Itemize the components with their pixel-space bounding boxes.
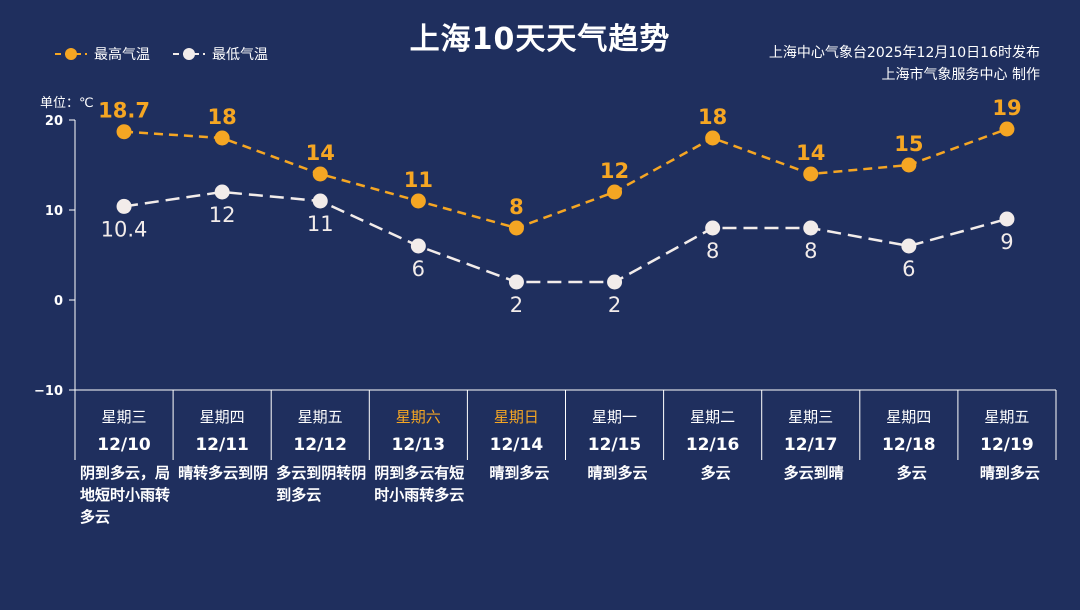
high-temp-label: 8: [509, 195, 524, 219]
legend: 最高气温 最低气温: [54, 44, 268, 64]
high-temp-point: [999, 121, 1015, 137]
weekday-label: 星期六: [395, 408, 441, 426]
low-temp-label: 2: [608, 293, 621, 317]
low-temp-label: 2: [510, 293, 523, 317]
date-label: 12/19: [980, 435, 1034, 455]
weekday-label: 星期一: [591, 408, 637, 426]
weather-condition: 多云到阴转阴到多云: [276, 464, 367, 504]
high-temp-point: [116, 124, 132, 140]
high-temp-label: 18: [698, 105, 727, 129]
weather-condition: 多云: [896, 464, 927, 482]
low-temp-label: 8: [804, 239, 817, 263]
legend-low-marker: [173, 48, 205, 60]
unit-label: 单位：℃: [40, 96, 94, 111]
low-temp-point: [410, 238, 426, 254]
legend-item-high: 最高气温: [54, 44, 150, 64]
low-temp-label: 10.4: [101, 217, 148, 241]
high-temp-point: [508, 220, 524, 236]
source-line-2: 上海市气象服务中心 制作: [881, 67, 1040, 83]
weather-condition: 多云到晴: [783, 464, 844, 482]
source-line-1: 上海中心气象台2025年12月10日16时发布: [768, 45, 1040, 61]
chart-title: 上海10天天气趋势: [409, 22, 671, 57]
high-temp-point: [607, 184, 623, 200]
weather-condition: 多云: [700, 464, 731, 482]
legend-item-low: 最低气温: [172, 44, 268, 64]
legend-high-marker: [55, 48, 87, 60]
legend-high-label: 最高气温: [94, 47, 150, 63]
high-temp-point: [803, 166, 819, 182]
low-temp-point: [705, 220, 721, 236]
low-temp-point: [803, 220, 819, 236]
weather-condition: 晴到多云: [587, 464, 648, 482]
high-temp-label: 14: [306, 141, 335, 165]
low-temp-point: [999, 211, 1015, 227]
weekday-label: 星期三: [788, 408, 834, 426]
high-temp-label: 14: [796, 141, 825, 165]
high-temp-label: 18.7: [98, 99, 150, 123]
date-label: 12/17: [783, 435, 838, 455]
low-temp-point: [901, 238, 917, 254]
high-temp-line: [123, 127, 1008, 230]
high-temp-label: 15: [894, 132, 923, 156]
date-label: 12/15: [587, 435, 642, 455]
high-temp-point: [705, 130, 721, 146]
low-temp-label: 9: [1000, 230, 1013, 254]
low-temp-label: 6: [902, 257, 915, 281]
date-label: 12/18: [882, 435, 936, 455]
weather-condition: 阴到多云有短时小雨转多云: [374, 464, 465, 504]
weekday-label: 星期五: [297, 408, 343, 426]
weekday-label: 星期四: [886, 408, 932, 426]
legend-low-label: 最低气温: [212, 47, 268, 63]
weather-condition: 晴到多云: [979, 464, 1040, 482]
high-temp-point: [214, 130, 230, 146]
weather-condition: 阴到多云，局地短时小雨转多云: [80, 464, 171, 526]
date-label: 12/16: [685, 435, 740, 455]
low-temp-point: [508, 274, 524, 290]
date-label: 12/10: [97, 435, 151, 455]
weather-condition: 晴转多云到阴: [178, 464, 269, 482]
low-temp-point: [214, 184, 230, 200]
high-temp-label: 18: [208, 105, 237, 129]
high-temp-label: 11: [404, 168, 433, 192]
low-temp-label: 6: [412, 257, 425, 281]
y-tick-label: −10: [34, 384, 63, 399]
weekday-label: 星期五: [984, 408, 1030, 426]
low-temp-line: [123, 190, 1008, 284]
low-temp-label: 8: [706, 239, 719, 263]
high-temp-point: [312, 166, 328, 182]
y-tick-label: 0: [54, 294, 63, 309]
y-tick-label: 10: [45, 204, 63, 219]
weekday-label: 星期二: [690, 408, 736, 426]
high-temp-label: 19: [992, 96, 1021, 120]
weekday-label: 星期日: [493, 408, 539, 426]
low-temp-point: [312, 193, 328, 209]
weekday-label: 星期四: [199, 408, 245, 426]
high-temp-point: [901, 157, 917, 173]
high-temp-point: [410, 193, 426, 209]
low-temp-label: 11: [307, 212, 334, 236]
weekday-label: 星期三: [101, 408, 147, 426]
low-temp-point: [607, 274, 623, 290]
y-tick-label: 20: [45, 114, 63, 129]
low-temp-label: 12: [209, 203, 236, 227]
weather-condition: 晴到多云: [489, 464, 550, 482]
date-label: 12/13: [391, 435, 446, 455]
date-label: 12/12: [293, 435, 347, 455]
date-label: 12/11: [195, 435, 249, 455]
low-temp-point: [116, 198, 132, 214]
date-label: 12/14: [489, 435, 544, 455]
high-temp-label: 12: [600, 159, 629, 183]
